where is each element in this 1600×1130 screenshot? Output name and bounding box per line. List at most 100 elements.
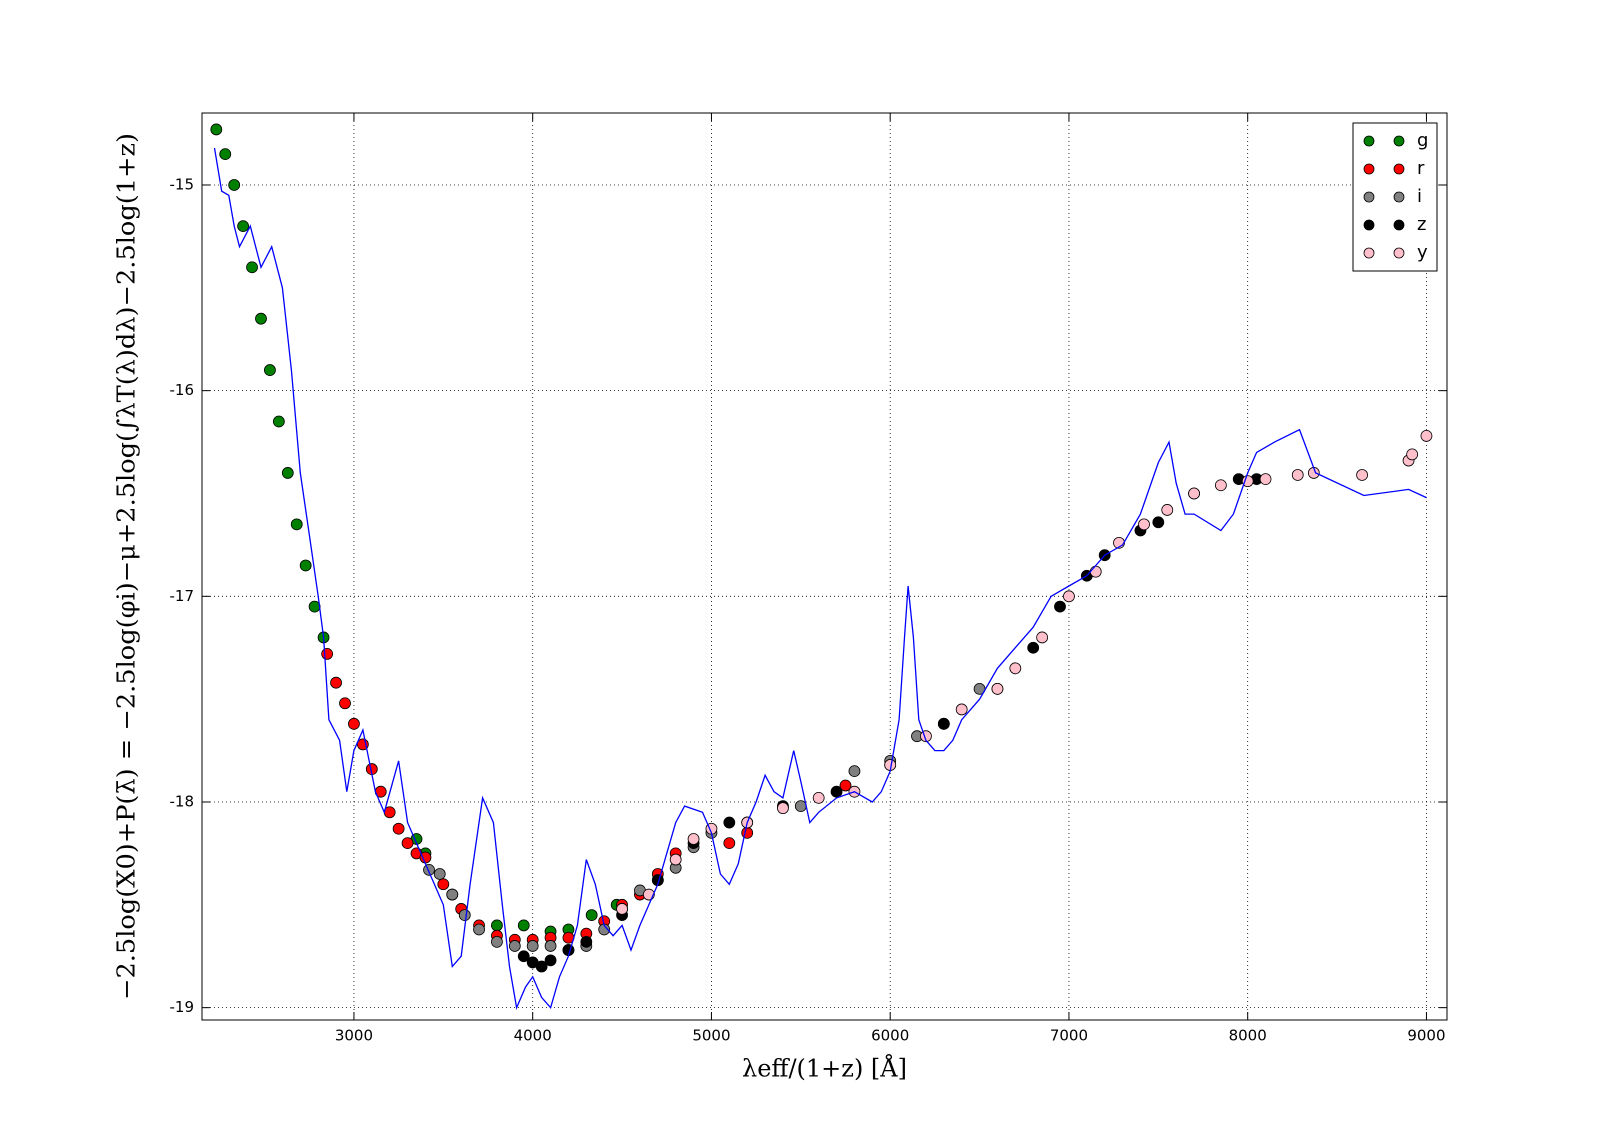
point xyxy=(1089,565,1102,578)
legend-marker xyxy=(1393,219,1405,231)
x-tick-label: 8000 xyxy=(1229,1027,1267,1045)
legend-marker xyxy=(1393,163,1405,175)
x-tick-label: 7000 xyxy=(1050,1027,1088,1045)
point xyxy=(272,415,285,428)
x-tick-label: 6000 xyxy=(871,1027,909,1045)
point xyxy=(437,878,450,891)
point xyxy=(955,703,968,716)
point xyxy=(991,682,1004,695)
legend-marker xyxy=(1393,135,1405,147)
y-tick-label: -18 xyxy=(170,792,195,810)
x-tick-label: 5000 xyxy=(692,1027,730,1045)
point xyxy=(1152,516,1165,529)
point xyxy=(401,837,414,850)
point xyxy=(544,954,557,967)
point xyxy=(299,559,312,572)
point xyxy=(1054,600,1066,613)
plot-frame xyxy=(201,112,1448,1021)
point xyxy=(508,940,521,952)
point xyxy=(210,123,223,136)
point xyxy=(330,676,342,689)
point xyxy=(1356,469,1368,481)
point xyxy=(669,853,682,866)
x-tick-label: 4000 xyxy=(514,1027,552,1045)
point xyxy=(1214,479,1227,492)
legend-label: r xyxy=(1417,158,1425,179)
point xyxy=(616,903,628,915)
point xyxy=(1406,448,1419,461)
point xyxy=(1188,487,1200,500)
point xyxy=(1161,504,1174,516)
point xyxy=(392,822,405,835)
legend-marker xyxy=(1363,191,1375,203)
point xyxy=(741,826,754,839)
point xyxy=(1036,631,1049,644)
point xyxy=(473,923,485,936)
point xyxy=(446,888,459,901)
point xyxy=(339,697,351,710)
x-tick-label: 9000 xyxy=(1407,1027,1445,1045)
point xyxy=(246,261,258,274)
point xyxy=(219,148,232,161)
point xyxy=(321,648,334,660)
y-tick-label: -19 xyxy=(170,998,195,1016)
point xyxy=(264,364,276,376)
point xyxy=(228,179,241,191)
point xyxy=(585,909,598,922)
point xyxy=(1063,590,1075,603)
point xyxy=(830,785,843,798)
point xyxy=(535,960,548,973)
y-axis-label: −2.5log(X0)+P(λ̄) = −2.5log(φi)−μ+2.5log… xyxy=(113,133,141,1000)
point xyxy=(517,919,530,932)
point xyxy=(848,765,861,778)
legend-marker xyxy=(1393,247,1405,259)
y-tick-label: -17 xyxy=(170,587,195,605)
x-tick-label: 3000 xyxy=(335,1027,373,1045)
point xyxy=(687,833,700,845)
point xyxy=(517,950,530,963)
point xyxy=(423,863,435,876)
point xyxy=(1241,475,1254,488)
point xyxy=(290,518,303,531)
point xyxy=(777,802,789,815)
point xyxy=(237,220,250,233)
legend-label: i xyxy=(1417,186,1422,207)
legend-marker xyxy=(1363,163,1375,175)
y-tick-label: -15 xyxy=(170,175,195,193)
x-axis-label: λeff/(1+z) [Å] xyxy=(742,1054,907,1083)
legend-label: y xyxy=(1417,242,1428,263)
point xyxy=(255,312,267,325)
model-line xyxy=(213,147,1427,1010)
legend-marker xyxy=(1363,135,1375,147)
point xyxy=(281,467,294,479)
point xyxy=(1027,641,1040,654)
point xyxy=(1420,430,1433,442)
point xyxy=(1259,473,1272,485)
point xyxy=(723,837,736,850)
point xyxy=(1138,518,1150,531)
point xyxy=(794,800,807,813)
point xyxy=(458,909,471,922)
point xyxy=(812,791,825,804)
point xyxy=(937,717,950,730)
point xyxy=(1291,469,1304,481)
point xyxy=(580,935,593,948)
point xyxy=(491,935,503,948)
point xyxy=(348,717,360,730)
point xyxy=(839,779,852,792)
point xyxy=(544,940,557,952)
y-tick-label: -16 xyxy=(170,381,195,399)
point xyxy=(433,868,446,880)
legend-label: g xyxy=(1417,130,1428,151)
point xyxy=(1009,662,1022,675)
point xyxy=(723,816,736,829)
legend-marker xyxy=(1363,219,1375,231)
legend-marker xyxy=(1363,247,1375,259)
legend-label: z xyxy=(1417,214,1426,235)
point xyxy=(491,919,503,932)
legend-marker xyxy=(1393,191,1405,203)
plot-area xyxy=(210,123,1433,1010)
point xyxy=(526,940,539,952)
